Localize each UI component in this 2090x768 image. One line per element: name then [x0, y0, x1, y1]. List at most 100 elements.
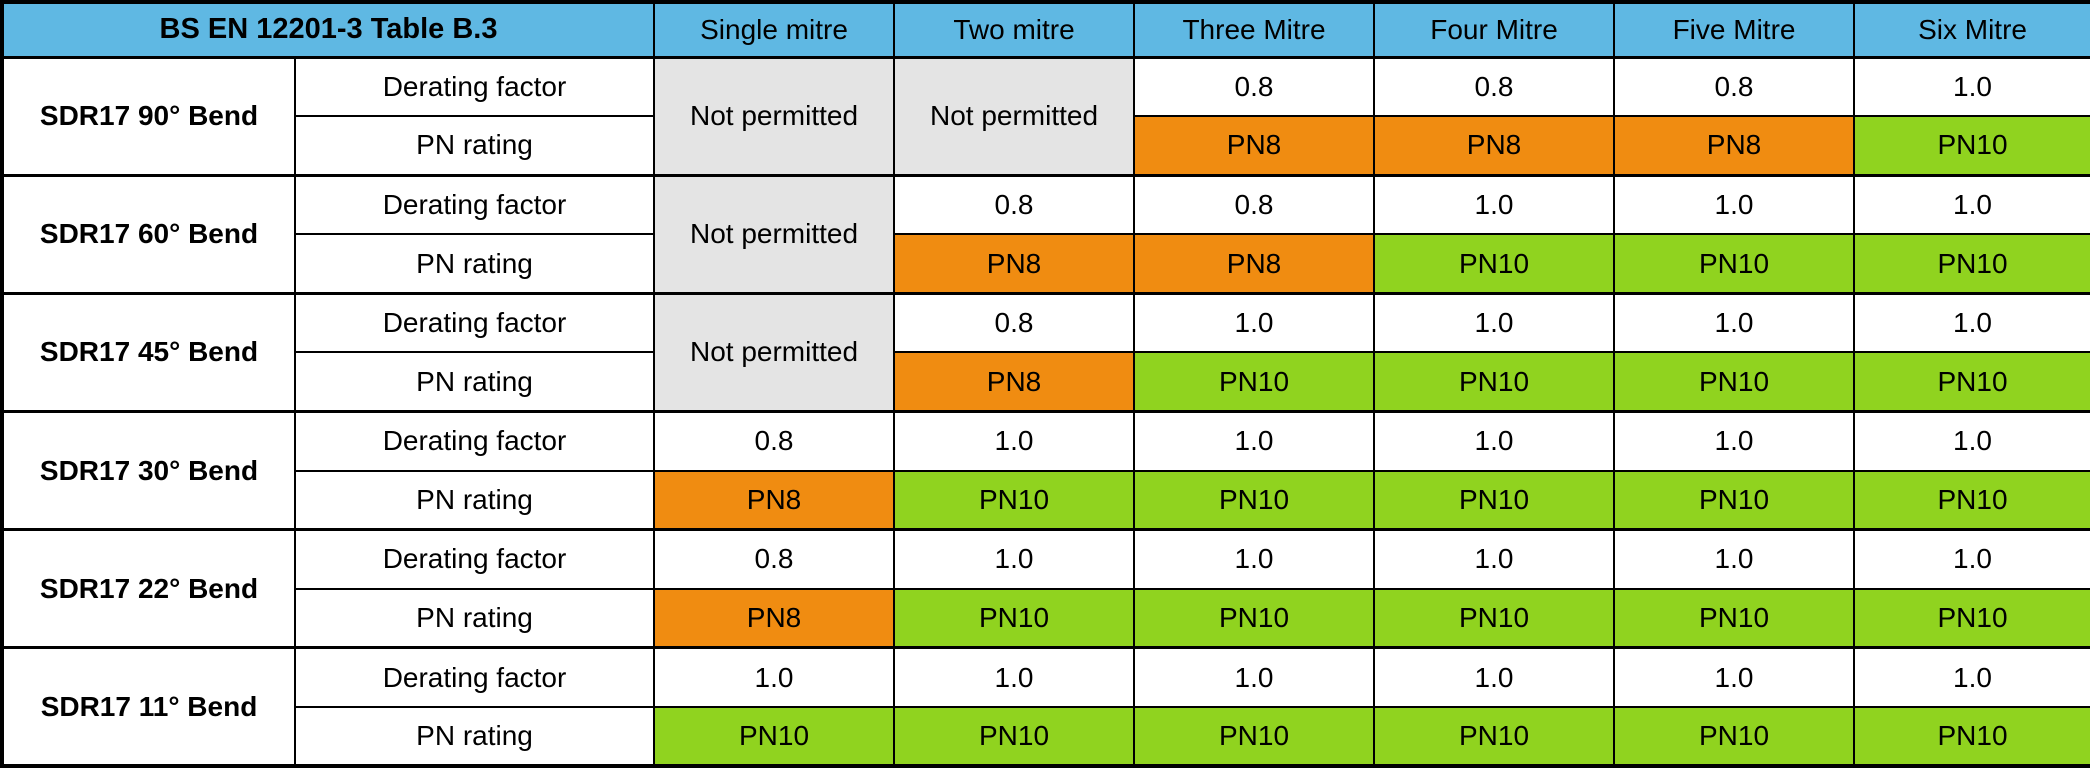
derating-cell: 0.8: [1373, 55, 1616, 118]
pn-cell: PN10: [893, 705, 1136, 768]
not-permitted-cell: Not permitted: [653, 291, 896, 413]
table-row: PN rating PN8 PN10 PN10 PN10 PN10 PN10: [2, 469, 2090, 531]
derating-cell: 0.8: [653, 409, 896, 472]
column-header-single-mitre: Single mitre: [653, 1, 896, 58]
pn-cell: PN10: [1853, 115, 2090, 177]
derating-cell: 1.0: [1853, 55, 2090, 118]
row-label-derating: Derating factor: [293, 646, 656, 708]
pn-cell: PN10: [1373, 351, 1616, 413]
derating-cell: 1.0: [893, 646, 1136, 708]
pn-cell: PN8: [653, 587, 896, 649]
table-row: SDR17 60° Bend Derating factor Not permi…: [1, 173, 2090, 295]
derating-cell: 1.0: [1613, 528, 1856, 590]
row-label-derating: Derating factor: [293, 55, 656, 118]
table-row: SDR17 11° Bend Derating factor 1.0 1.0 1…: [1, 646, 2090, 768]
column-header-six-mitre: Six Mitre: [1853, 1, 2090, 58]
pn-cell: PN8: [1133, 115, 1376, 177]
not-permitted-cell: Not permitted: [653, 173, 896, 295]
table-row: PN rating PN8 PN8 PN8 PN10: [2, 115, 2090, 177]
table-title: BS EN 12201-3 Table B.3: [0, 1, 656, 58]
table-row: PN rating PN10 PN10 PN10 PN10 PN10 PN10: [2, 705, 2090, 768]
pn-cell: PN10: [1613, 587, 1856, 649]
column-header-four-mitre: Four Mitre: [1373, 1, 1616, 58]
derating-cell: 1.0: [1373, 409, 1616, 472]
derating-cell: 1.0: [1133, 646, 1376, 708]
pn-cell: PN10: [1853, 469, 2090, 531]
table-row: PN rating PN8 PN10 PN10 PN10 PN10: [2, 351, 2090, 413]
column-header-five-mitre: Five Mitre: [1613, 1, 1856, 58]
not-permitted-cell: Not permitted: [893, 55, 1136, 177]
derating-cell: 1.0: [1853, 409, 2090, 472]
table-row: SDR17 30° Bend Derating factor 0.8 1.0 1…: [1, 409, 2090, 531]
derating-cell: 1.0: [1613, 173, 1856, 236]
derating-cell: 1.0: [1853, 646, 2090, 708]
row-label-pn: PN rating: [293, 351, 656, 413]
bend-label: SDR17 90° Bend: [1, 55, 296, 177]
table-row: SDR17 90° Bend Derating factor Not permi…: [1, 55, 2090, 177]
derating-cell: 1.0: [1853, 528, 2090, 590]
pn-cell: PN10: [1613, 705, 1856, 768]
pn-cell: PN10: [1133, 469, 1376, 531]
derating-cell: 0.8: [893, 173, 1136, 236]
pn-cell: PN10: [1373, 233, 1616, 295]
pn-cell: PN10: [1373, 705, 1616, 768]
pn-cell: PN8: [893, 351, 1136, 413]
row-label-pn: PN rating: [293, 587, 656, 649]
bend-label: SDR17 60° Bend: [1, 173, 296, 295]
derating-cell: 0.8: [653, 528, 896, 590]
not-permitted-cell: Not permitted: [653, 55, 896, 177]
pn-cell: PN8: [1373, 115, 1616, 177]
pn-cell: PN10: [1853, 351, 2090, 413]
table-row: PN rating PN8 PN10 PN10 PN10 PN10 PN10: [2, 587, 2090, 649]
pn-cell: PN8: [1133, 233, 1376, 295]
pn-cell: PN10: [1613, 233, 1856, 295]
derating-cell: 1.0: [1853, 173, 2090, 236]
pn-cell: PN10: [893, 587, 1136, 649]
derating-cell: 1.0: [1853, 291, 2090, 354]
derating-cell: 0.8: [1133, 55, 1376, 118]
column-header-three-mitre: Three Mitre: [1133, 1, 1376, 58]
pn-cell: PN10: [1133, 351, 1376, 413]
pn-cell: PN10: [1613, 469, 1856, 531]
derating-cell: 0.8: [1133, 173, 1376, 236]
table-row: PN rating PN8 PN8 PN10 PN10 PN10: [2, 233, 2090, 295]
pn-cell: PN10: [1133, 587, 1376, 649]
bend-label: SDR17 30° Bend: [1, 409, 296, 531]
bend-label: SDR17 22° Bend: [1, 528, 296, 649]
pn-cell: PN10: [1853, 705, 2090, 768]
table-row: SDR17 45° Bend Derating factor Not permi…: [1, 291, 2090, 413]
bend-label: SDR17 45° Bend: [1, 291, 296, 413]
derating-cell: 1.0: [1133, 409, 1376, 472]
pn-cell: PN8: [893, 233, 1136, 295]
pn-cell: PN10: [1133, 705, 1376, 768]
row-label-pn: PN rating: [293, 469, 656, 531]
row-label-derating: Derating factor: [293, 173, 656, 236]
row-label-pn: PN rating: [293, 233, 656, 295]
pn-cell: PN10: [1613, 351, 1856, 413]
pn-cell: PN10: [1853, 233, 2090, 295]
derating-cell: 1.0: [653, 646, 896, 708]
bend-label: SDR17 11° Bend: [1, 646, 296, 768]
pn-cell: PN10: [893, 469, 1136, 531]
derating-cell: 0.8: [893, 291, 1136, 354]
row-label-derating: Derating factor: [293, 409, 656, 472]
derating-cell: 1.0: [1373, 173, 1616, 236]
row-label-derating: Derating factor: [293, 291, 656, 354]
derating-cell: 1.0: [1373, 291, 1616, 354]
derating-cell: 1.0: [1373, 646, 1616, 708]
pn-cell: PN10: [1373, 587, 1616, 649]
column-header-two-mitre: Two mitre: [893, 1, 1136, 58]
pn-cell: PN8: [653, 469, 896, 531]
derating-cell: 1.0: [1613, 291, 1856, 354]
pn-cell: PN10: [1853, 587, 2090, 649]
derating-cell: 1.0: [893, 409, 1136, 472]
derating-cell: 1.0: [893, 528, 1136, 590]
row-label-pn: PN rating: [293, 115, 656, 177]
derating-cell: 0.8: [1613, 55, 1856, 118]
derating-cell: 1.0: [1133, 291, 1376, 354]
header-row: BS EN 12201-3 Table B.3 Single mitre Two…: [0, 1, 2090, 58]
table-row: SDR17 22° Bend Derating factor 0.8 1.0 1…: [1, 528, 2090, 649]
row-label-derating: Derating factor: [293, 528, 656, 590]
